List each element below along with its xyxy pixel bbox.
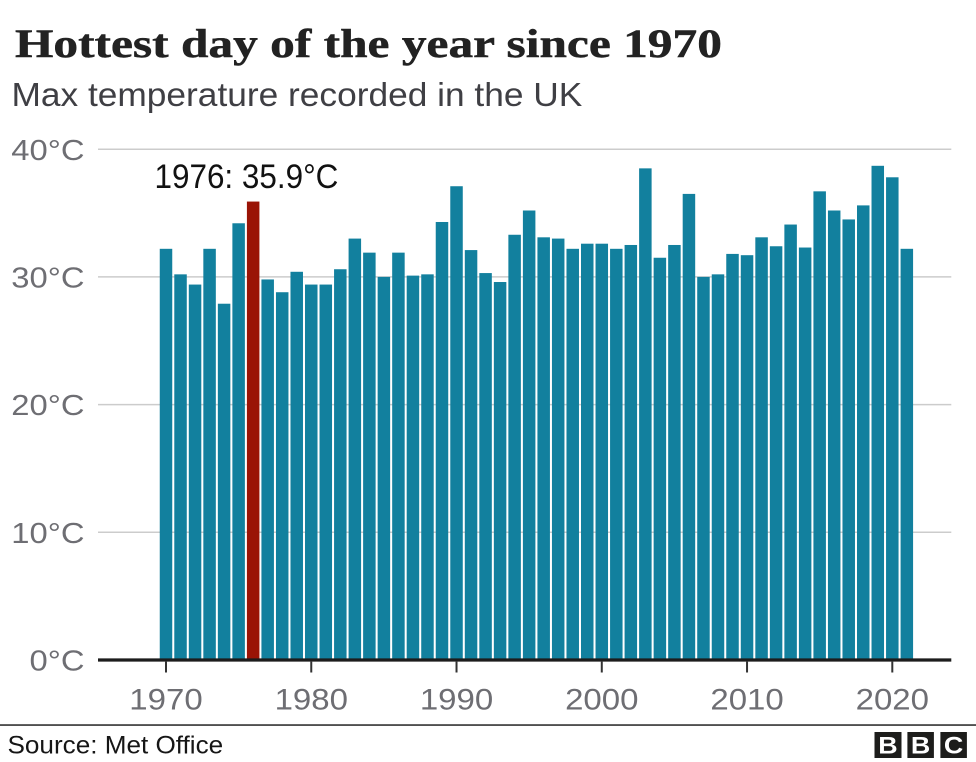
svg-text:0°C: 0°C <box>30 644 85 677</box>
svg-text:C: C <box>944 733 963 759</box>
svg-text:Hottest day of the year since: Hottest day of the year since 1970 <box>15 21 722 65</box>
svg-text:B: B <box>878 733 897 759</box>
svg-text:40°C: 40°C <box>11 134 84 167</box>
svg-text:1990: 1990 <box>420 682 493 716</box>
svg-text:Source: Met Office: Source: Met Office <box>8 732 224 759</box>
svg-text:B: B <box>911 733 930 759</box>
svg-text:2010: 2010 <box>710 682 783 716</box>
svg-text:30°C: 30°C <box>11 261 84 294</box>
svg-text:20°C: 20°C <box>11 389 84 422</box>
svg-text:1976: 35.9°C: 1976: 35.9°C <box>155 157 339 195</box>
svg-text:Max temperature recorded in th: Max temperature recorded in the UK <box>12 77 583 114</box>
svg-text:2000: 2000 <box>565 682 638 716</box>
svg-text:2020: 2020 <box>856 682 929 716</box>
svg-text:1970: 1970 <box>129 682 202 716</box>
svg-text:1980: 1980 <box>275 682 348 716</box>
svg-text:10°C: 10°C <box>11 517 84 550</box>
